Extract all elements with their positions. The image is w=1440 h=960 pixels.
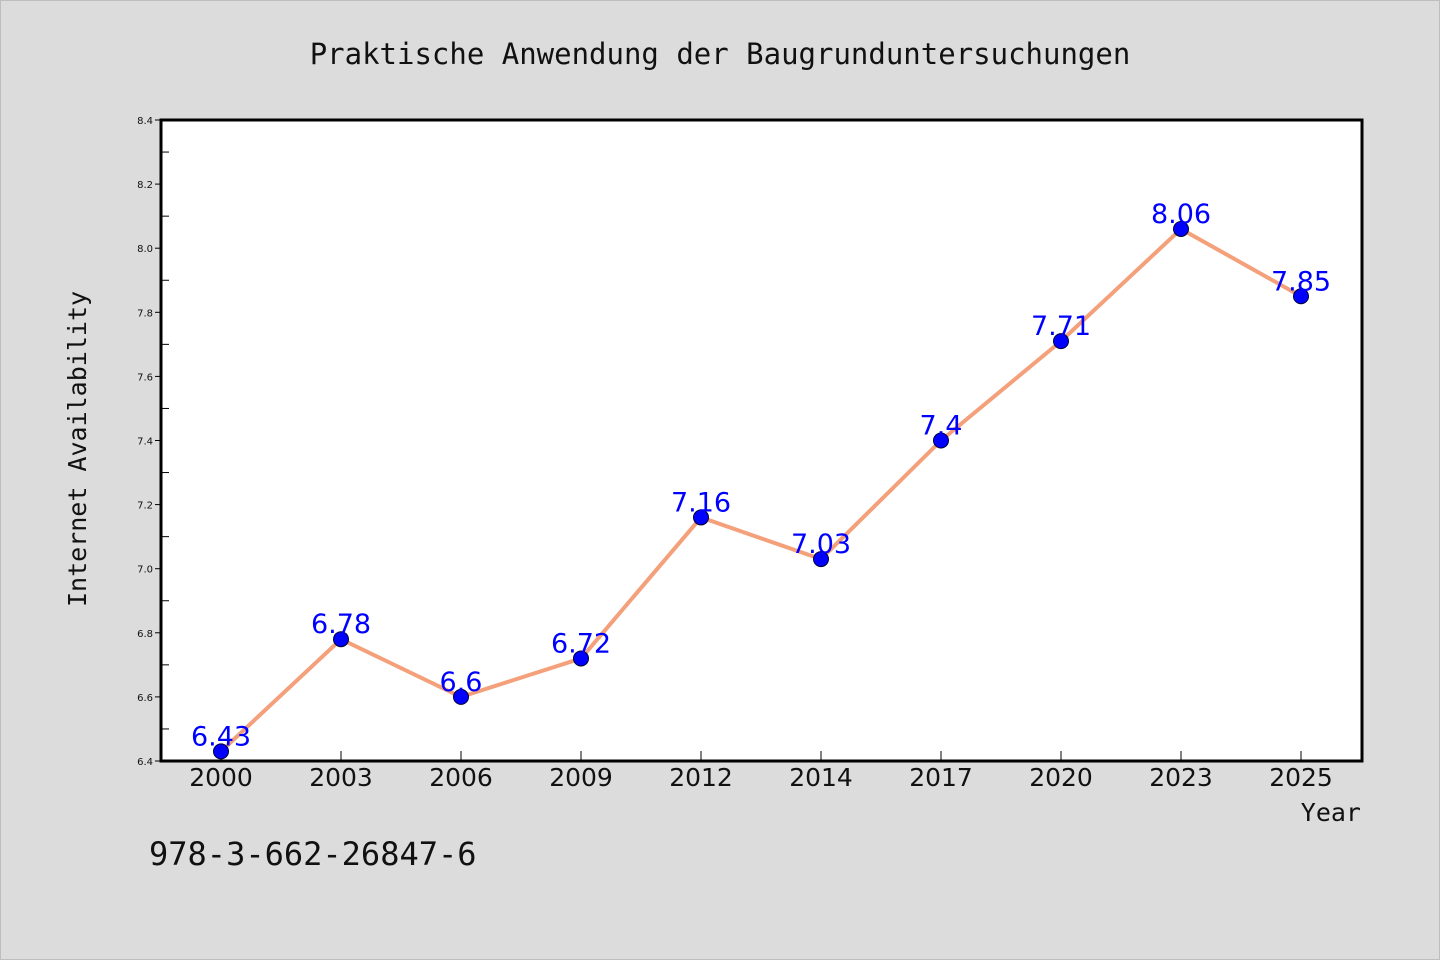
- series-line-group: [219, 226, 1303, 754]
- x-tick-label: 2014: [789, 763, 853, 792]
- data-point: [1053, 333, 1069, 350]
- data-label: 8.06: [1151, 199, 1211, 230]
- x-tick-label: 2012: [669, 763, 733, 792]
- data-label: 6.78: [311, 609, 371, 640]
- data-point: [1293, 288, 1309, 305]
- plot-area: [159, 118, 1364, 763]
- data-label: 7.16: [671, 487, 731, 518]
- data-label: 6.72: [551, 628, 611, 659]
- y-tick-label: 7.8: [137, 308, 153, 319]
- isbn-text: 978-3-662-26847-6: [149, 835, 477, 873]
- y-axis: 6.4 6.6 6.8 7.0 7.2 7.4 7.6 7.8 8.0 8.2 8.4: [137, 116, 169, 768]
- x-tick-label: 2003: [309, 763, 373, 792]
- x-tick-label: 2000: [189, 763, 253, 792]
- data-labels: 6.43 6.78 6.6 6.72 7.16 7.03 7.4 7.71 8.06 7.85: [191, 199, 1331, 752]
- x-tick-label: 2009: [549, 763, 613, 792]
- data-label: 7.4: [920, 411, 963, 442]
- y-tick-label: 7.6: [137, 372, 153, 383]
- data-label: 7.03: [791, 529, 851, 560]
- y-tick-label: 6.8: [137, 629, 153, 640]
- x-tick-label: 2020: [1029, 763, 1093, 792]
- y-tick-label: 7.0: [137, 565, 153, 576]
- data-point: [453, 688, 469, 705]
- x-axis-label: Year: [1301, 798, 1361, 827]
- data-point: [333, 631, 349, 648]
- series-line: [219, 226, 1303, 754]
- x-tick-label: 2017: [909, 763, 973, 792]
- y-tick-label: 7.4: [137, 437, 153, 448]
- x-axis: 2000 2003 2006 2009 2012 2014 2017 2020 2023 2025: [189, 751, 1333, 792]
- data-point: [1173, 220, 1189, 237]
- y-axis-label: Internet Availability: [63, 291, 92, 607]
- y-tick-label: 6.6: [137, 693, 153, 704]
- data-point: [693, 509, 709, 526]
- x-tick-label: 2023: [1149, 763, 1213, 792]
- y-tick-label: 8.4: [137, 116, 153, 127]
- data-point: [213, 743, 229, 760]
- y-tick-label: 8.0: [137, 244, 153, 255]
- data-point: [813, 551, 829, 568]
- data-label: 6.6: [440, 667, 483, 698]
- x-tick-label: 2006: [429, 763, 493, 792]
- data-label: 7.71: [1031, 311, 1091, 342]
- data-point: [933, 432, 949, 449]
- chart-title: Praktische Anwendung der Baugrunduntersu…: [310, 37, 1131, 71]
- y-tick-label: 7.2: [137, 501, 153, 512]
- y-tick-label: 8.2: [137, 180, 153, 191]
- data-point: [573, 650, 589, 667]
- data-markers: [213, 220, 1309, 760]
- data-label: 7.85: [1271, 266, 1331, 297]
- data-label: 6.43: [191, 721, 251, 752]
- y-tick-label: 6.4: [137, 757, 153, 768]
- x-tick-label: 2025: [1269, 763, 1333, 792]
